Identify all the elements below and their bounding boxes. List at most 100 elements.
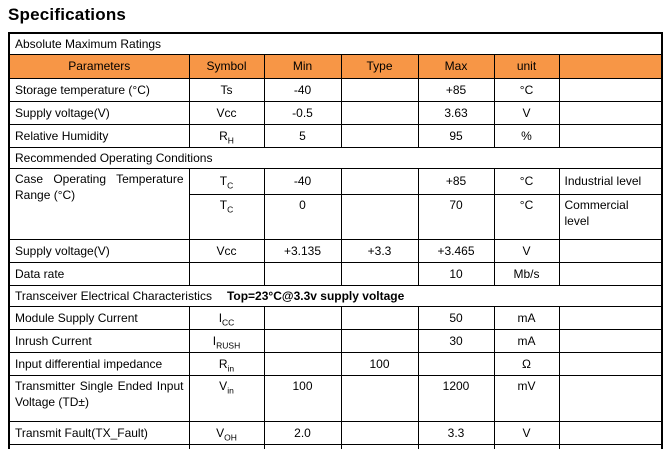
cell-note [558,78,663,102]
cell-min: -0.5 [263,101,342,125]
cell-parameter: Input differential impedance [8,352,190,376]
cell-parameter: LOSS of Signal (LOS) [8,444,190,449]
section-condition-note: Top=23°C@3.3v supply voltage [226,288,405,303]
cell-note [558,444,663,449]
cell-note [558,352,663,376]
cell-symbol [188,262,265,286]
cell-max: +85 [417,78,495,102]
cell-symbol: VOL [188,444,265,449]
column-header-type: Type [340,54,419,79]
table-row: Supply voltage(V) Vcc -0.5 3.63 V [8,101,663,125]
cell-note [558,329,663,353]
section-header-row: Recommended Operating Conditions [8,147,663,169]
table-row: Supply voltage(V) Vcc +3.135 +3.3 +3.465… [8,239,663,263]
cell-type [340,306,419,330]
section-title-recommended-operating-conditions: Recommended Operating Conditions [8,147,663,169]
specifications-table: Absolute Maximum Ratings Parameters Symb… [8,32,664,449]
cell-symbol: Rin [188,352,265,376]
table-row: Inrush Current IRUSH 30 mA [8,329,663,353]
cell-parameter: Transmitter Single Ended Input Voltage (… [8,375,190,422]
cell-min: 2.0 [263,421,342,445]
cell-unit: mV [493,375,560,422]
cell-note [558,262,663,286]
cell-note [558,421,663,445]
cell-type [340,262,419,286]
cell-note: Commercial level [558,194,663,240]
column-header-row: Parameters Symbol Min Type Max unit [8,54,663,79]
section-title-absolute-maximum-ratings: Absolute Maximum Ratings [8,32,663,55]
cell-parameter: Case Operating Temperature Range (°C) [8,168,190,240]
cell-max: 3.63 [417,101,495,125]
cell-unit: Ω [493,352,560,376]
cell-note: Industrial level [558,168,663,195]
cell-note [558,101,663,125]
cell-unit: V [493,101,560,125]
cell-note [558,306,663,330]
cell-parameter: Transmit Fault(TX_Fault) [8,421,190,445]
cell-unit: °C [493,194,560,240]
table-row: Storage temperature (°C) Ts -40 +85 °C [8,78,663,102]
cell-unit: V [493,444,560,449]
cell-parameter: Supply voltage(V) [8,101,190,125]
cell-unit: °C [493,78,560,102]
cell-unit: Mb/s [493,262,560,286]
cell-max: 1200 [417,375,495,422]
cell-parameter: Storage temperature (°C) [8,78,190,102]
cell-min: 0 [263,194,342,240]
cell-type [340,101,419,125]
cell-max: 3.3 [417,421,495,445]
cell-symbol: Vcc [188,101,265,125]
table-row: Transmit Fault(TX_Fault) VOH 2.0 3.3 V [8,421,663,445]
cell-unit: V [493,239,560,263]
cell-type [340,78,419,102]
cell-max: 10 [417,262,495,286]
cell-max: 70 [417,194,495,240]
cell-symbol: IRUSH [188,329,265,353]
cell-min: 0 [263,444,342,449]
cell-type [340,329,419,353]
cell-unit: V [493,421,560,445]
cell-note [558,124,663,148]
section-header-row: Transceiver Electrical Characteristics To… [8,285,663,307]
cell-type [340,444,419,449]
cell-min [263,262,342,286]
table-row: Relative Humidity RH 5 95 % [8,124,663,148]
cell-min [263,329,342,353]
cell-symbol: VOH [188,421,265,445]
cell-min: 5 [263,124,342,148]
cell-min: 100 [263,375,342,422]
cell-parameter: Relative Humidity [8,124,190,148]
cell-min: -40 [263,78,342,102]
cell-type [340,124,419,148]
cell-max [417,352,495,376]
cell-type: 100 [340,352,419,376]
table-row: LOSS of Signal (LOS) VOL 0 0.8 V [8,444,663,449]
table-row: Module Supply Current ICC 50 mA [8,306,663,330]
cell-symbol: Vcc [188,239,265,263]
cell-type [340,194,419,240]
cell-unit: mA [493,329,560,353]
cell-symbol: RH [188,124,265,148]
cell-type [340,421,419,445]
cell-parameter: Data rate [8,262,190,286]
cell-max: 50 [417,306,495,330]
cell-note [558,239,663,263]
table-row: Transmitter Single Ended Input Voltage (… [8,375,663,422]
cell-unit: mA [493,306,560,330]
cell-symbol: ICC [188,306,265,330]
table-row: Input differential impedance Rin 100 Ω [8,352,663,376]
cell-parameter: Module Supply Current [8,306,190,330]
column-header-max: Max [417,54,495,79]
column-header-symbol: Symbol [188,54,265,79]
cell-type [340,375,419,422]
cell-max: 30 [417,329,495,353]
column-header-parameters: Parameters [8,54,190,79]
section-header-row: Absolute Maximum Ratings [8,32,663,55]
cell-symbol: TC [188,168,265,195]
column-header-blank [558,54,663,79]
section-title-transceiver-electrical-characteristics: Transceiver Electrical Characteristics [15,288,212,303]
cell-min [263,306,342,330]
table-row: TC 0 70 °C Commercial level [9,194,663,240]
column-header-unit: unit [493,54,560,79]
cell-max: 95 [417,124,495,148]
